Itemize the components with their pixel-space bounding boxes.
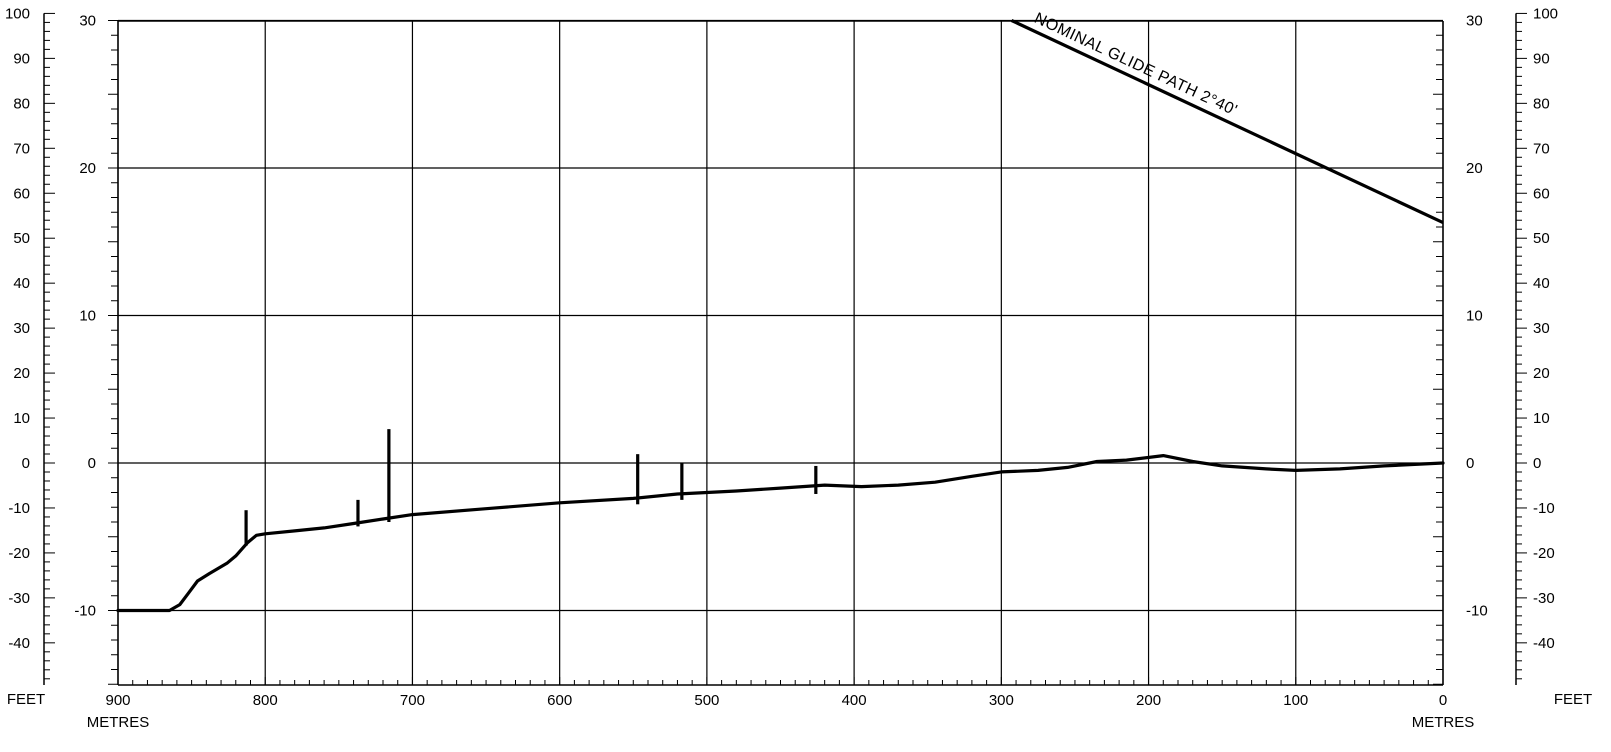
feet-tick-label-left: 10 bbox=[13, 410, 30, 427]
metre-tick-label-right: 10 bbox=[1466, 308, 1483, 325]
feet-tick-label-left: 30 bbox=[13, 320, 30, 337]
feet-tick-label-right: 70 bbox=[1533, 140, 1550, 157]
metre-tick-label-left: 20 bbox=[79, 160, 96, 177]
glide-path-label: NOMINAL GLIDE PATH 2°40' bbox=[1032, 10, 1240, 120]
feet-tick-label-left: -20 bbox=[8, 545, 30, 562]
x-tick-label: 300 bbox=[989, 692, 1014, 709]
feet-tick-label-left: 80 bbox=[13, 95, 30, 112]
feet-tick-label-left: 0 bbox=[22, 455, 30, 472]
feet-tick-label-right: 50 bbox=[1533, 230, 1550, 247]
axis-ticks bbox=[44, 12, 1527, 685]
left-metres-unit-label: METRES bbox=[87, 714, 150, 731]
x-tick-label: 900 bbox=[105, 692, 130, 709]
feet-tick-label-right: -30 bbox=[1533, 590, 1555, 607]
glide-path-line bbox=[1010, 19, 1444, 225]
feet-tick-label-left: 60 bbox=[13, 185, 30, 202]
x-tick-label: 600 bbox=[547, 692, 572, 709]
feet-tick-label-left: 50 bbox=[13, 230, 30, 247]
x-tick-label: 400 bbox=[842, 692, 867, 709]
metre-tick-label-right: 0 bbox=[1466, 455, 1474, 472]
feet-tick-label-right: 20 bbox=[1533, 365, 1550, 382]
feet-tick-label-left: -10 bbox=[8, 500, 30, 517]
feet-tick-label-left: 40 bbox=[13, 275, 30, 292]
feet-tick-label-right: -10 bbox=[1533, 500, 1555, 517]
data-series: NOMINAL GLIDE PATH 2°40' bbox=[116, 10, 1445, 613]
feet-tick-label-left: 70 bbox=[13, 140, 30, 157]
right-feet-unit-label: FEET bbox=[1554, 691, 1592, 708]
metre-tick-label-right: 30 bbox=[1466, 13, 1483, 30]
left-feet-unit-label: FEET bbox=[7, 691, 45, 708]
feet-tick-label-right: -20 bbox=[1533, 545, 1555, 562]
metre-tick-label-left: 30 bbox=[79, 13, 96, 30]
feet-tick-label-left: -30 bbox=[8, 590, 30, 607]
feet-tick-label-right: 40 bbox=[1533, 275, 1550, 292]
x-tick-label: 200 bbox=[1136, 692, 1161, 709]
right-metres-unit-label: METRES bbox=[1412, 714, 1475, 731]
metre-tick-label-left: -10 bbox=[74, 603, 96, 620]
x-tick-label: 100 bbox=[1283, 692, 1308, 709]
x-tick-label: 800 bbox=[253, 692, 278, 709]
grid bbox=[117, 19, 1444, 685]
feet-tick-label-right: 30 bbox=[1533, 320, 1550, 337]
x-tick-label: 0 bbox=[1439, 692, 1447, 709]
feet-tick-label-left: 90 bbox=[13, 50, 30, 67]
feet-tick-label-right: 100 bbox=[1533, 5, 1558, 22]
metre-tick-label-left: 0 bbox=[88, 455, 96, 472]
x-tick-label: 500 bbox=[694, 692, 719, 709]
feet-tick-label-left: 100 bbox=[5, 5, 30, 22]
feet-tick-label-right: 90 bbox=[1533, 50, 1550, 67]
feet-tick-label-right: 0 bbox=[1533, 455, 1541, 472]
feet-tick-label-left: -40 bbox=[8, 635, 30, 652]
feet-tick-label-right: 60 bbox=[1533, 185, 1550, 202]
feet-tick-label-right: 10 bbox=[1533, 410, 1550, 427]
x-tick-label: 700 bbox=[400, 692, 425, 709]
metre-tick-label-right: -10 bbox=[1466, 603, 1488, 620]
feet-tick-label-right: 80 bbox=[1533, 95, 1550, 112]
metre-tick-label-left: 10 bbox=[79, 308, 96, 325]
feet-tick-label-right: -40 bbox=[1533, 635, 1555, 652]
feet-tick-label-left: 20 bbox=[13, 365, 30, 382]
terrain-profile-line bbox=[116, 454, 1445, 613]
metre-tick-label-right: 20 bbox=[1466, 160, 1483, 177]
